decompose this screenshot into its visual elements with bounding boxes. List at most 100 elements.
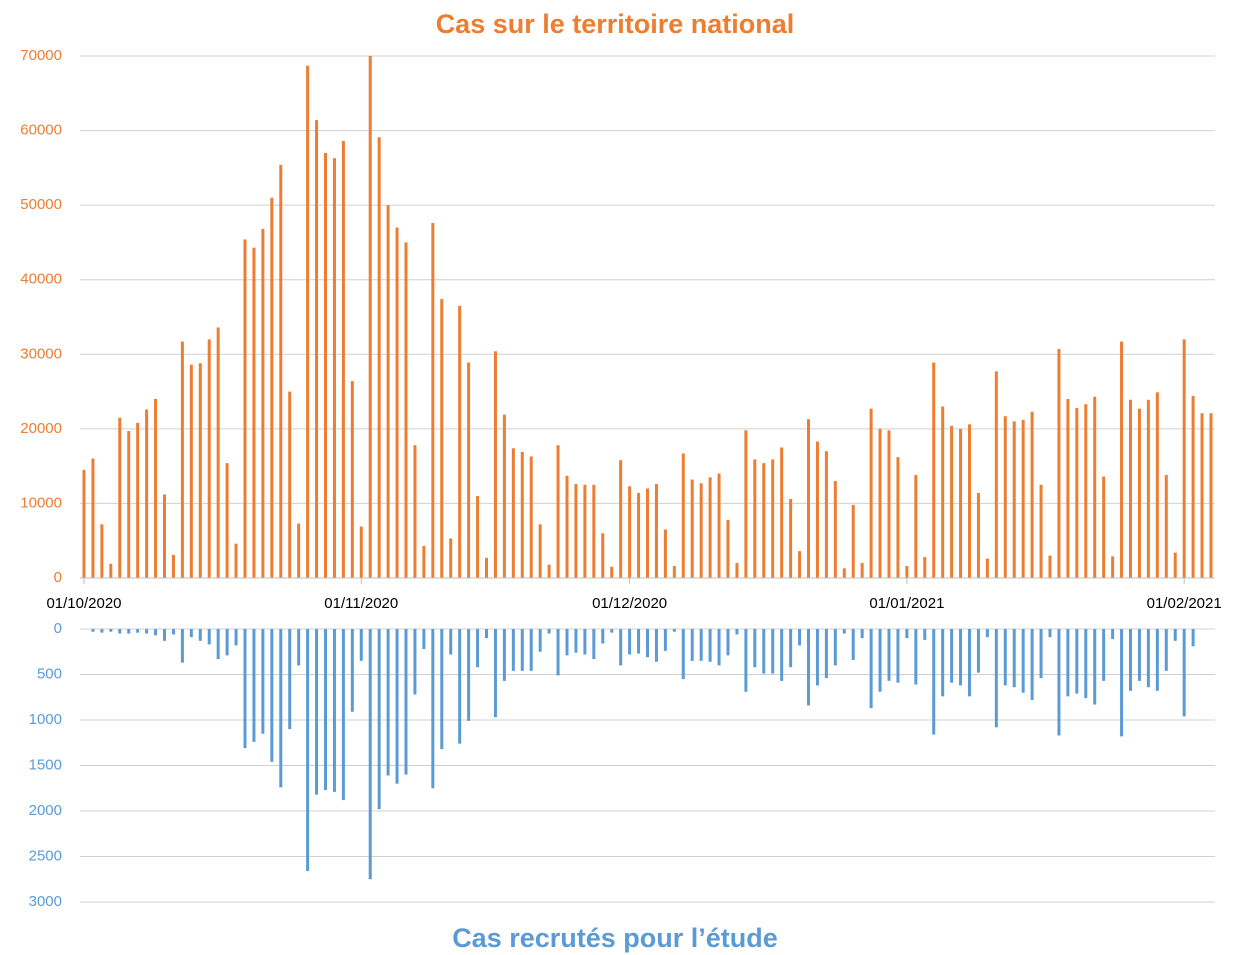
bar <box>610 566 614 578</box>
bar <box>583 629 587 655</box>
bar <box>476 629 480 668</box>
bar <box>511 629 515 671</box>
bar <box>350 381 354 578</box>
bar <box>976 492 980 578</box>
bar <box>619 460 623 578</box>
bar <box>1102 629 1106 681</box>
bar <box>458 629 462 744</box>
bar <box>297 523 301 578</box>
bar <box>628 629 632 655</box>
y-tick-label: 2500 <box>29 847 62 864</box>
y-tick-label: 70000 <box>20 47 62 64</box>
y-tick-label: 60000 <box>20 122 62 139</box>
bar <box>896 629 900 683</box>
bar <box>887 430 891 578</box>
bar <box>923 629 927 640</box>
bar <box>941 629 945 697</box>
bar <box>332 629 336 792</box>
bar <box>1191 396 1195 578</box>
bar <box>386 629 390 776</box>
bar <box>985 558 989 578</box>
bar <box>109 629 113 632</box>
bar <box>216 327 220 578</box>
bar <box>690 629 694 661</box>
y-tick-label: 30000 <box>20 345 62 362</box>
bar <box>440 629 444 750</box>
bar <box>368 56 372 578</box>
bar <box>377 137 381 579</box>
bar <box>646 629 649 658</box>
bar <box>565 475 569 578</box>
bar <box>619 629 623 666</box>
bar <box>324 152 327 578</box>
y-tick-label: 0 <box>54 620 62 637</box>
bar <box>771 459 775 578</box>
bar <box>1057 349 1061 578</box>
bar <box>413 629 417 695</box>
bar <box>824 451 828 578</box>
bar <box>1182 339 1186 578</box>
y-tick-label: 40000 <box>20 271 62 288</box>
bar <box>449 629 453 655</box>
bar <box>109 563 113 578</box>
bar <box>610 629 614 633</box>
bar <box>663 629 667 651</box>
bar <box>493 351 497 578</box>
bar <box>485 629 488 639</box>
bar <box>261 629 265 734</box>
bar <box>833 629 837 666</box>
bar <box>1146 399 1150 578</box>
bar <box>807 629 810 706</box>
x-tick-label: 01/10/2020 <box>46 595 121 612</box>
bar <box>807 419 810 578</box>
bar <box>1209 413 1213 578</box>
bar <box>288 629 292 730</box>
bar <box>717 629 721 666</box>
bar <box>1111 556 1115 578</box>
bar <box>476 495 480 578</box>
bar <box>538 524 542 578</box>
x-tick-label: 01/02/2021 <box>1147 595 1222 612</box>
bar <box>896 457 900 578</box>
bar <box>654 629 658 662</box>
bar <box>100 524 104 578</box>
y-tick-label: 1500 <box>29 756 62 773</box>
bar <box>798 629 802 646</box>
bar <box>449 538 453 578</box>
bar <box>1146 629 1150 688</box>
bar <box>753 629 757 668</box>
bar <box>502 414 506 578</box>
bar <box>404 629 408 775</box>
bar <box>959 428 963 578</box>
bar <box>1012 629 1016 688</box>
bar <box>968 424 971 578</box>
bar <box>1057 629 1061 736</box>
bar <box>753 459 757 578</box>
bar <box>574 484 578 578</box>
bar <box>145 409 149 578</box>
bar <box>1129 629 1132 691</box>
bar <box>538 629 542 652</box>
bar <box>1164 629 1168 671</box>
bar <box>976 629 980 673</box>
bar <box>646 488 649 578</box>
bar <box>762 463 766 578</box>
bar <box>1173 629 1177 641</box>
bar <box>180 629 184 663</box>
bar <box>136 422 140 578</box>
bar <box>252 247 256 579</box>
bar <box>637 629 641 654</box>
bar <box>1048 555 1052 578</box>
bar <box>1191 629 1195 647</box>
chart-title: Cas recrutés pour l’étude <box>452 923 778 953</box>
bar <box>869 629 873 709</box>
bar <box>959 629 963 686</box>
bar <box>1021 629 1025 693</box>
bar <box>798 551 802 578</box>
bar <box>422 629 426 650</box>
bar <box>833 481 837 578</box>
x-tick-label: 01/11/2020 <box>324 595 398 612</box>
bar <box>1173 552 1177 578</box>
x-tick-label: 01/12/2020 <box>592 595 667 612</box>
bar <box>163 629 166 641</box>
